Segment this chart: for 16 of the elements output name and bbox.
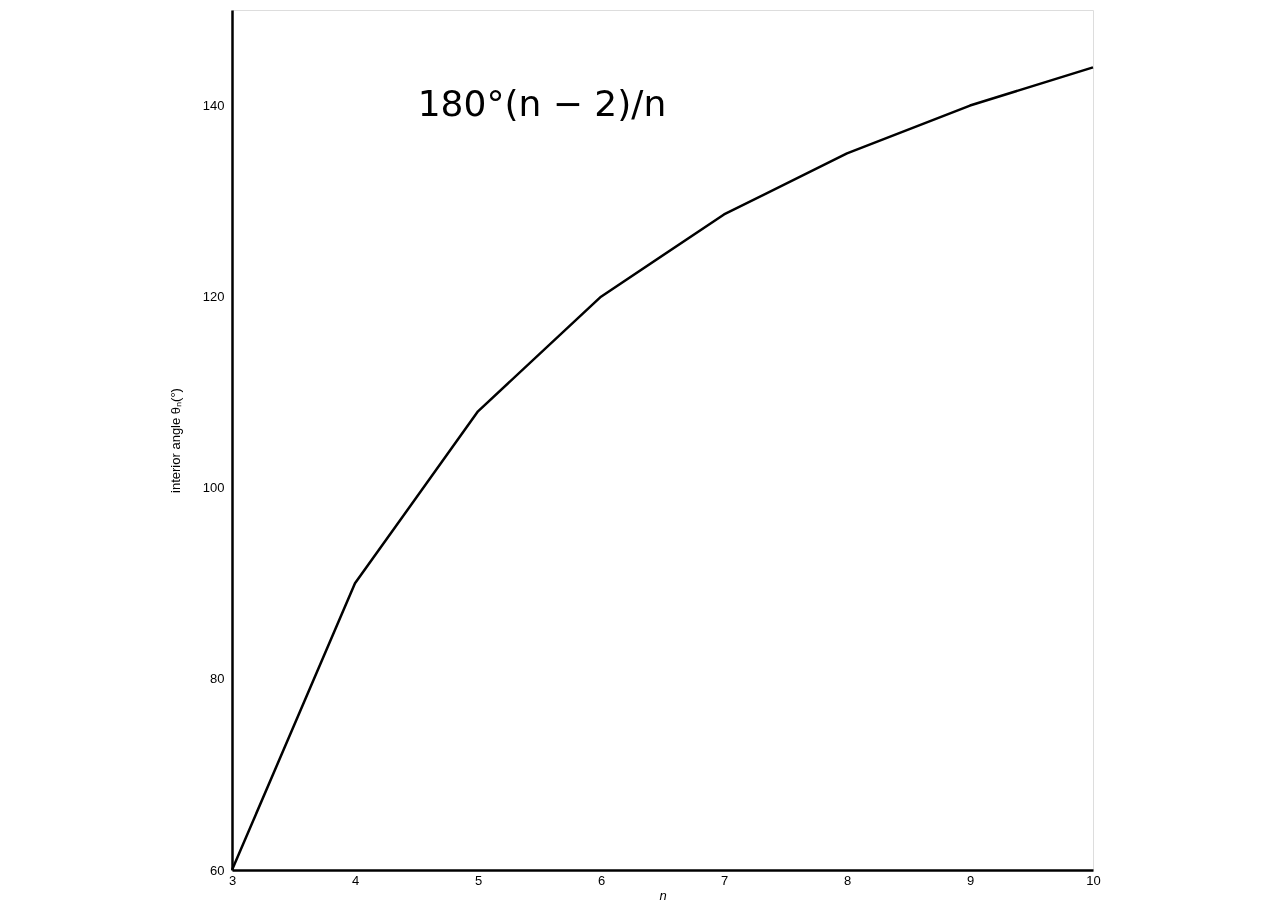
y-tick-label: 80 [210,671,225,687]
x-tick-label: 8 [843,872,852,888]
y-tick-label: 140 [202,98,225,114]
y-tick-label: 100 [202,480,225,496]
x-tick-label: 3 [228,872,237,888]
x-axis-title: n [659,887,667,903]
x-tick-label: 9 [966,872,975,888]
x-tick-label: 7 [720,872,729,888]
y-tick-label: 60 [210,862,225,878]
x-tick-label: 6 [597,872,606,888]
annotation: 180°(n − 2)/n [417,82,667,124]
x-tick-label: 10 [1086,872,1101,888]
y-axis-title: interior angle θₙ(°) [167,388,183,493]
x-tick-label: 5 [474,872,483,888]
x-tick-label: 4 [351,872,360,888]
y-tick-label: 120 [202,289,225,305]
